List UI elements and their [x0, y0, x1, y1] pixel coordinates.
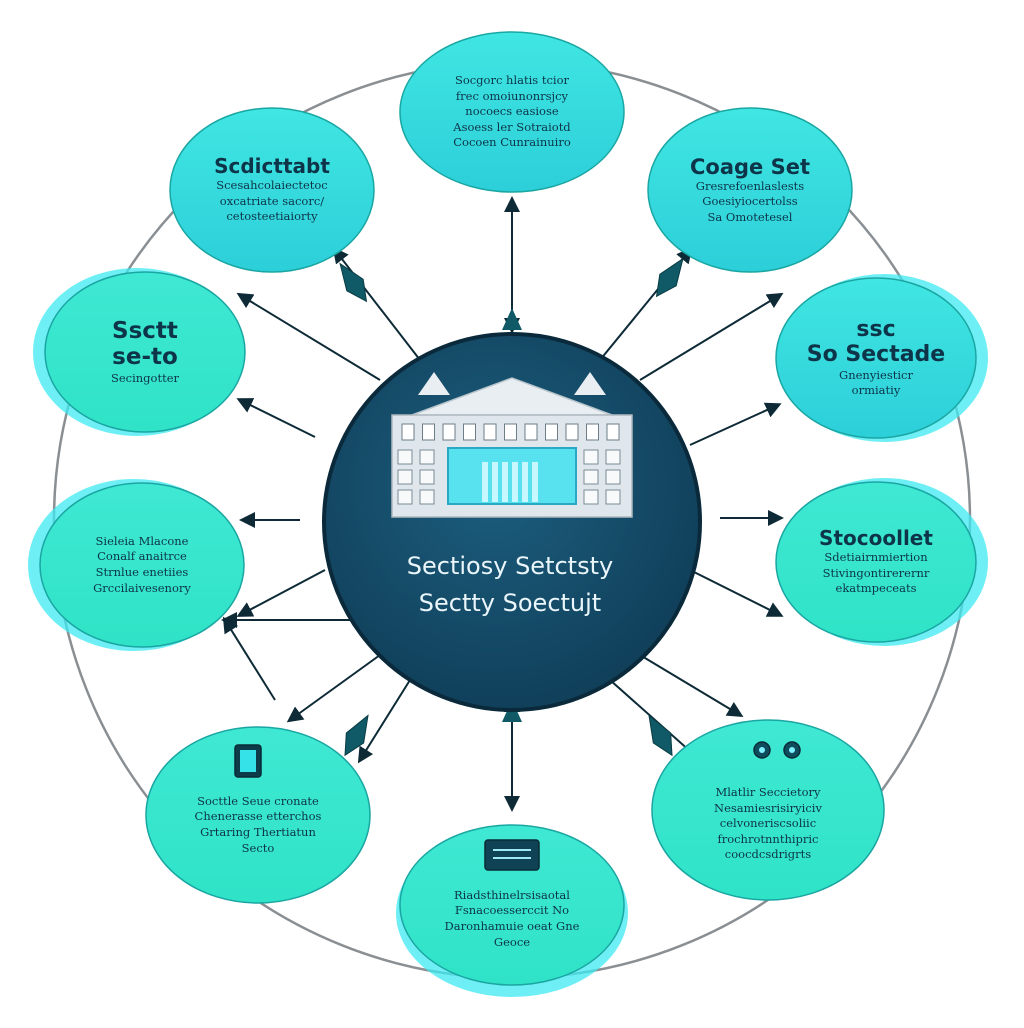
node-left-upper: [44, 271, 246, 433]
node-bottom-right: [651, 719, 885, 901]
pointer-bottom-right: [648, 714, 673, 757]
connector-bottom-right-a: [639, 654, 744, 718]
connector-left-lower-a: [236, 569, 326, 617]
node-top-right: [647, 107, 853, 273]
ring-dots-icon: [753, 741, 801, 759]
connector-bottom-left-b: [357, 679, 411, 764]
node-left-lower: [39, 482, 245, 648]
connector-left-diag: [222, 616, 276, 701]
node-right-upper: [775, 277, 977, 439]
connector-right-lower: [689, 569, 784, 617]
connector-left-upper-a: [236, 292, 381, 381]
node-bottom-left: [145, 726, 371, 904]
connector-right-upper-b: [689, 402, 782, 446]
connector-bottom-left-a: [286, 654, 381, 723]
node-bottom: [399, 824, 625, 986]
node-right-lower: [775, 481, 977, 643]
pointer-top-arrow: [502, 308, 522, 330]
node-top: [399, 31, 625, 193]
connector-top-left: [332, 246, 421, 361]
building-icon: [391, 372, 633, 518]
hub-label-line-1: Sectiosy Setctsty: [406, 552, 614, 580]
pointer-top-right: [655, 257, 684, 298]
pointer-top-left: [339, 262, 368, 303]
tablet-icon: [234, 744, 262, 778]
hub-label-line-2: Sectty Soectujt: [418, 589, 602, 618]
hub-label: Sectiosy Setctsty Sectty Soectujt: [350, 548, 670, 622]
connector-left-upper-b: [236, 398, 316, 438]
connector-right-upper-a: [639, 292, 784, 381]
pointer-bottom-left: [344, 714, 369, 757]
server-card-icon: [484, 839, 540, 871]
node-top-left: [169, 107, 375, 273]
